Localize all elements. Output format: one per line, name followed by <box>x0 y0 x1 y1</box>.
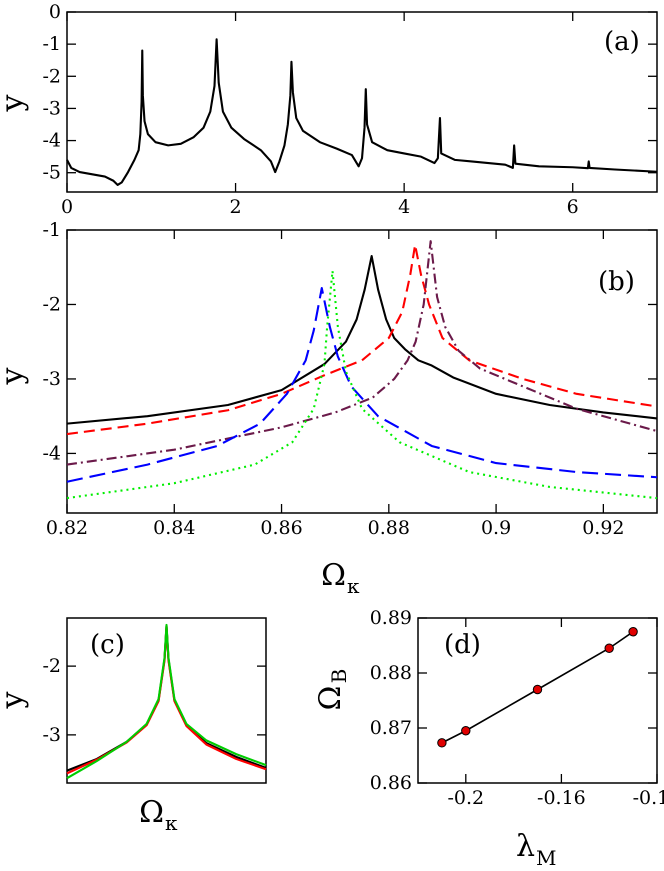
panel-b-series-1 <box>66 243 658 436</box>
panel-a-ytick-label: 0 <box>49 1 61 23</box>
panel-d-point <box>532 684 543 695</box>
panel-d-ytick-label: 0.87 <box>370 717 412 739</box>
panel-b-ytick-label: -1 <box>42 219 61 241</box>
panel-c-frame <box>66 617 267 784</box>
panel-a-label: (a) <box>604 27 640 57</box>
panel-b-ytick-label: -3 <box>42 368 61 390</box>
panel-d-series <box>437 627 638 748</box>
panel-a-ytick-label: -3 <box>42 97 61 119</box>
panel-d-ytick-label: 0.86 <box>370 772 412 794</box>
panel-d-ylabel-sub: B <box>327 669 351 684</box>
panel-b-frame <box>66 229 658 514</box>
panel-d-xtick-label: -0.2 <box>447 787 484 809</box>
panel-c: -2 -3 (c) y Ω κ <box>0 617 267 835</box>
panel-b-ticks: 0.82 0.84 0.86 0.88 0.9 0.92 -1 -2 -3 -4 <box>42 219 657 539</box>
panel-d-ytick-label: 0.88 <box>370 662 412 684</box>
panel-b-ytick-label: -4 <box>42 442 61 464</box>
panel-d-ytick-label: 0.89 <box>370 607 412 629</box>
panel-a-xtick-label: 0 <box>61 196 73 218</box>
panel-a-ytick-label: -5 <box>42 162 61 184</box>
panel-b-xtick-label: 0.86 <box>260 517 302 539</box>
panel-a-ytick-label: -1 <box>42 33 61 55</box>
panel-c-label: (c) <box>90 630 125 660</box>
panel-d-point <box>628 627 638 637</box>
panel-a-xtick-label: 4 <box>398 196 410 218</box>
panel-d-point <box>461 726 471 736</box>
panel-b-xtick-label: 0.84 <box>153 517 195 539</box>
panel-b-xlabel: Ω <box>321 558 346 593</box>
panel-a-xtick-label: 2 <box>230 196 242 218</box>
panel-c-ylabel: y <box>0 691 30 709</box>
panel-b-xtick-label: 0.9 <box>481 517 511 539</box>
panel-b-ytick-label: -2 <box>42 293 61 315</box>
panel-c-xlabel: Ω <box>139 795 164 830</box>
panel-a-frame <box>66 11 658 193</box>
panel-b-label: (b) <box>598 267 635 297</box>
panel-b-series <box>66 240 658 500</box>
panel-a-xtick-label: 6 <box>567 196 579 218</box>
panel-c-series <box>66 623 267 780</box>
panel-b-xlabel-sub: κ <box>347 574 360 598</box>
panel-b-ylabel: y <box>0 367 30 385</box>
panel-b-series-2 <box>66 240 658 466</box>
panel-d-point <box>604 643 614 653</box>
panel-a-ytick-label: -2 <box>42 65 61 87</box>
panel-d-ylabel: Ω <box>313 686 348 711</box>
panel-d-xtick-label: -0.12 <box>633 787 664 809</box>
panel-b-series-4 <box>66 269 658 500</box>
panel-a-ylabel: y <box>0 94 30 112</box>
panel-b: 0.820.840.860.880.90.92-1-2-3-4 (b) y Ω … <box>0 219 658 598</box>
panel-a-ytick-label: -4 <box>42 130 61 152</box>
panel-c-series-2 <box>66 623 267 780</box>
panel-b-series-0 <box>66 255 658 425</box>
panel-d-xlabel: λ <box>516 829 535 864</box>
panel-a: 0 2 4 6 0 -1 -2 -3 -4 -5 (a) y <box>0 1 658 218</box>
panel-d-xlabel-sub: M <box>536 846 556 870</box>
panel-a-series-0 <box>66 38 658 186</box>
panel-a-ticks: 0 2 4 6 0 -1 -2 -3 -4 -5 <box>42 1 657 218</box>
panel-b-xtick-label: 0.82 <box>46 517 88 539</box>
panel-d: -0.2 -0.16 -0.12 0.86 0.87 0.88 0.89 (d) Ω B λ… <box>313 607 664 870</box>
panel-c-xlabel-sub: κ <box>165 811 178 835</box>
panel-d-xtick-label: -0.16 <box>537 787 586 809</box>
panel-d-ticks: -0.2 -0.16 -0.12 0.86 0.87 0.88 0.89 <box>370 607 664 809</box>
panel-a-series <box>66 38 658 186</box>
panel-b-series-3 <box>66 287 658 483</box>
panel-d-point <box>437 738 447 748</box>
panel-b-xtick-label: 0.88 <box>368 517 410 539</box>
panel-c-ticks: -2 -3 <box>42 655 266 746</box>
panel-b-xtick-label: 0.92 <box>582 517 624 539</box>
panel-d-frame <box>417 617 658 784</box>
panel-d-label: (d) <box>444 630 481 660</box>
panel-c-ytick-label: -3 <box>42 724 61 746</box>
panel-c-ytick-label: -2 <box>42 655 61 677</box>
